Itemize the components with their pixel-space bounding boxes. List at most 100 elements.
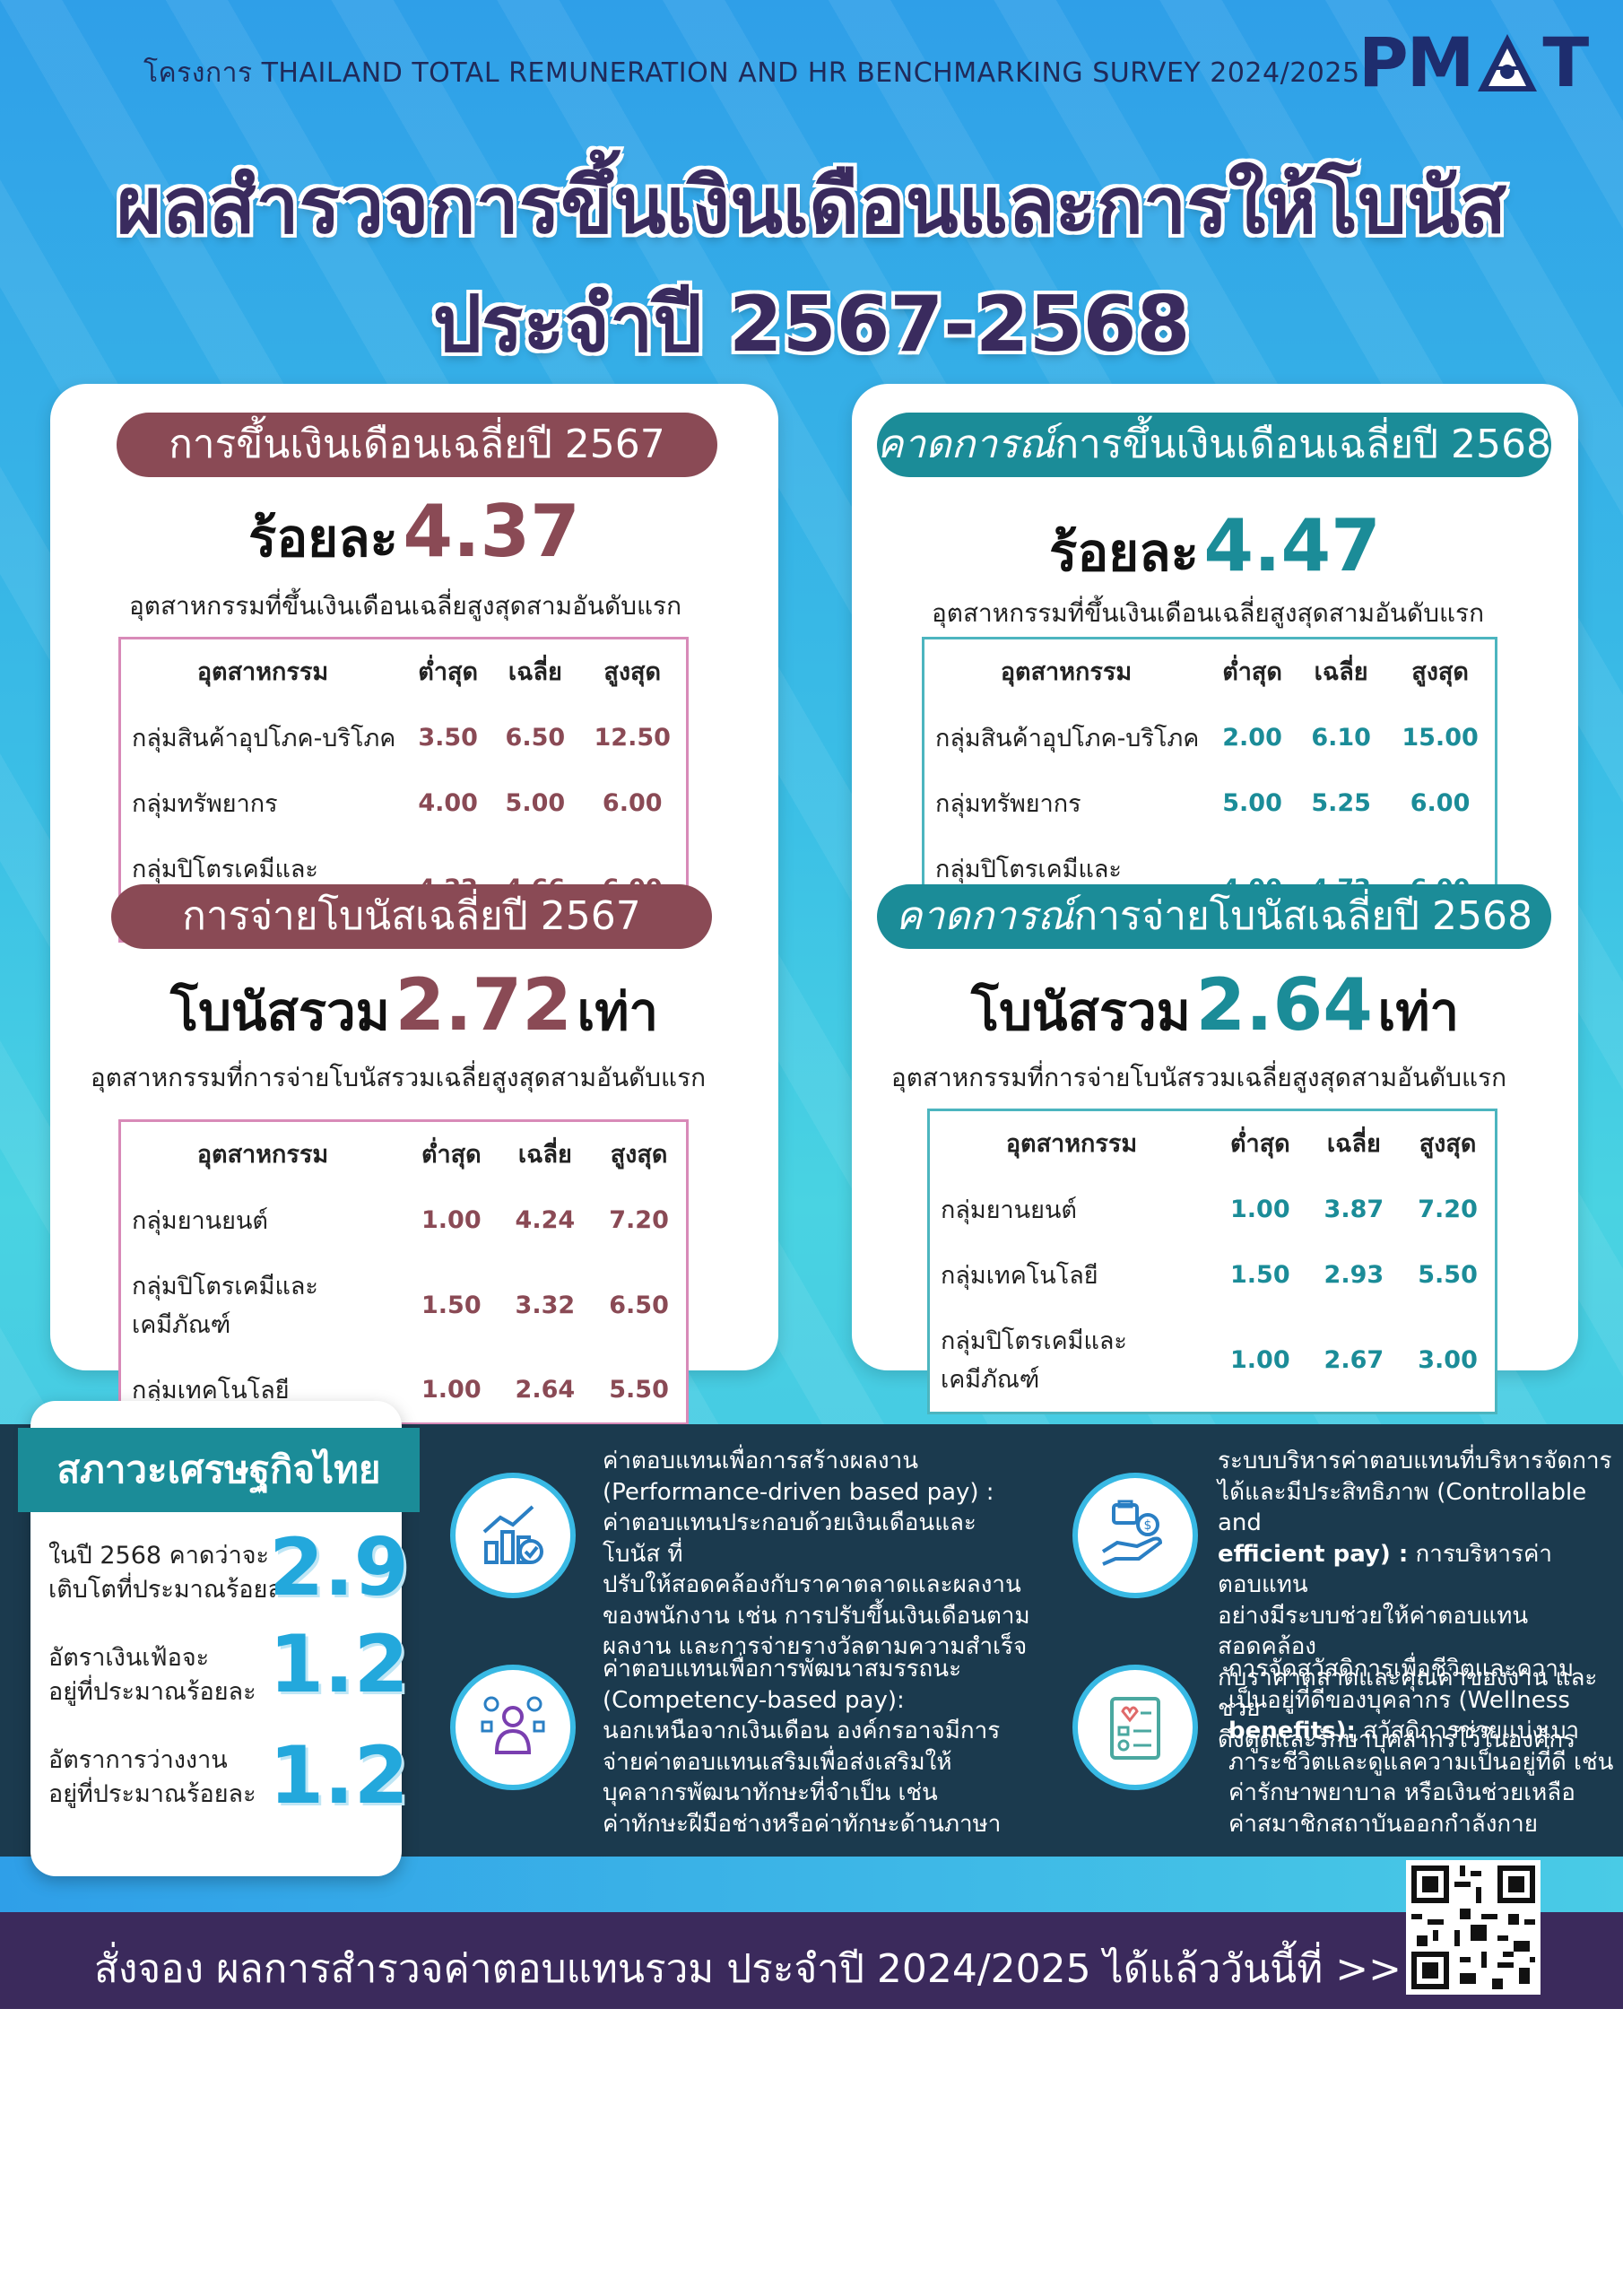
economy-label-line2: อยู่ที่ประมาณร้อยละ <box>48 1678 256 1706</box>
main-title-line2: ประจำปี 2567-2568 <box>432 280 1191 370</box>
avg-value: 4.24 <box>515 1206 576 1234</box>
feature-competency-text: ค่าตอบแทนเพื่อการพัฒนาสมรรถนะ (Competenc… <box>603 1654 1033 1839</box>
industry-name: กลุ่มยานยนต์ <box>941 1196 1077 1224</box>
bonus-2568-label-post: เท่า <box>1377 981 1460 1042</box>
industry-name: กลุ่มทรัพยากร <box>132 790 278 818</box>
min-value: 5.00 <box>1222 789 1282 817</box>
avg-value: 5.25 <box>1311 789 1371 817</box>
feature-controllable-text: ระบบบริหารค่าตอบแทนที่บริหารจัดการ ได้แล… <box>1218 1446 1612 1755</box>
performance-chart-icon <box>450 1473 576 1598</box>
hand-money-svg: $ <box>1101 1500 1163 1566</box>
feature-body-line: ปรับให้สอดคล้องกับราคาตลาดและผลงาน <box>603 1571 1021 1598</box>
feature-body-line: จ่ายค่าตอบแทนเสริมเพื่อส่งเสริมให้ <box>603 1748 952 1776</box>
min-value: 1.00 <box>1229 1345 1290 1374</box>
salary-2568-pill: คาดการณ์การขึ้นเงินเดือนเฉลี่ยปี 2568 <box>877 413 1551 477</box>
bonus-2567-table: อุตสาหกรรม ต่ำสุด เฉลี่ย สูงสุด กลุ่มยาน… <box>118 1119 689 1425</box>
max-value: 3.00 <box>1418 1345 1478 1374</box>
feature-title-en: (Competency-based pay): <box>603 1686 905 1714</box>
max-value: 6.50 <box>609 1291 669 1319</box>
bonus-2567-headline: โบนัสรวม 2.72 เท่า <box>50 963 778 1053</box>
feature-title-en-bold: efficient pay) : <box>1218 1540 1409 1568</box>
feature-title-en: เป็นอยู่ที่ดีของบุคลากร (Wellness <box>1228 1686 1570 1714</box>
salary-2568-label: ร้อยละ <box>1049 522 1199 583</box>
col-max: สูงสุด <box>610 1141 668 1169</box>
economy-title: สภาวะเศรษฐกิจไทย <box>18 1428 420 1512</box>
table-row: กลุ่มสินค้าอุปโภค-บริโภค 2.00 6.10 15.00 <box>924 705 1497 770</box>
table-row: กลุ่มปิโตรเคมีและเคมีภัณฑ์ 1.50 3.32 6.50 <box>120 1253 688 1357</box>
footer-order-text[interactable]: สั่งจอง ผลการสำรวจค่าตอบแทนรวม ประจำปี 2… <box>94 1946 1402 1992</box>
salary-2567-label: ร้อยละ <box>248 508 398 569</box>
avg-value: 2.64 <box>515 1376 576 1404</box>
salary-2568-headline: ร้อยละ 4.47 <box>852 504 1578 594</box>
max-value: 12.50 <box>594 724 671 752</box>
col-industry: อุตสาหกรรม <box>1000 658 1133 686</box>
economy-value-unemployment: 1.2 <box>269 1729 409 1822</box>
max-value: 6.00 <box>602 789 663 817</box>
col-avg: เฉลี่ย <box>517 1141 572 1169</box>
table-row: กลุ่มเทคโนโลยี 1.00 2.64 5.50 <box>120 1357 688 1424</box>
competency-person-icon <box>450 1665 576 1790</box>
table-header-row: อุตสาหกรรม ต่ำสุด เฉลี่ย สูงสุด <box>929 1110 1497 1178</box>
bonus-2568-pill-text: การจ่ายโบนัสเฉลี่ยปี 2568 <box>1073 893 1532 939</box>
feature-body-line: ค่าทักษะฝีมือช่างหรือค่าทักษะด้านภาษา <box>603 1810 1002 1838</box>
salary-2567-pill: การขึ้นเงินเดือนเฉลี่ยปี 2567 <box>117 413 717 477</box>
qr-code-icon[interactable] <box>1406 1860 1541 1995</box>
salary-2568-subtitle: อุตสาหกรรมที่ขึ้นเงินเดือนเฉลี่ยสูงสุดสา… <box>931 598 1485 628</box>
bonus-2568-value: 2.64 <box>1195 963 1373 1047</box>
table-header-row: อุตสาหกรรม ต่ำสุด เฉลี่ย สูงสุด <box>120 1121 688 1188</box>
svg-text:$: $ <box>1144 1518 1152 1533</box>
economy-item-unemployment: อัตราการว่างงาน อยู่ที่ประมาณร้อยละ <box>48 1744 256 1812</box>
bonus-2568-table: อุตสาหกรรม ต่ำสุด เฉลี่ย สูงสุด กลุ่มยาน… <box>927 1109 1497 1414</box>
bonus-2568-pill-italic: คาดการณ์ <box>896 893 1074 939</box>
min-value: 1.50 <box>421 1291 482 1319</box>
table-row: กลุ่มทรัพยากร 4.00 5.00 6.00 <box>120 770 688 836</box>
feature-title: ค่าตอบแทนเพื่อการพัฒนาสมรรถนะ <box>603 1656 962 1683</box>
logo-text-right: T <box>1542 22 1589 102</box>
min-value: 3.50 <box>418 724 478 752</box>
logo-text-left: PM <box>1358 22 1474 102</box>
feature-title-en: (Performance-driven based pay) : <box>603 1478 994 1506</box>
economy-label-line2: อยู่ที่ประมาณร้อยละ <box>48 1780 256 1808</box>
max-value: 5.50 <box>609 1376 669 1404</box>
industry-name: กลุ่มเทคโนโลยี <box>132 1377 290 1405</box>
table-row: กลุ่มทรัพยากร 5.00 5.25 6.00 <box>924 770 1497 836</box>
bonus-2568-subtitle: อุตสาหกรรมที่การจ่ายโบนัสรวมเฉลี่ยสูงสุด… <box>890 1063 1507 1092</box>
feature-body-line: ภาระชีวิตและดูแลความเป็นอยู่ที่ดี เช่น <box>1228 1748 1614 1776</box>
economy-label-line1: อัตราการว่างงาน <box>48 1746 228 1774</box>
wellness-checklist-svg <box>1110 1697 1160 1760</box>
col-avg: เฉลี่ย <box>1314 658 1368 686</box>
col-max: สูงสุด <box>1419 1130 1477 1158</box>
feature-title-en-2: efficient pay) : การบริหารค่าตอบแทน <box>1218 1539 1612 1601</box>
feature-wellness-text: การจัดสวัสดิการเพื่อชีวิตและความ เป็นอยู… <box>1228 1654 1614 1839</box>
feature-title: ค่าตอบแทนเพื่อการสร้างผลงาน <box>603 1448 918 1474</box>
min-value: 2.00 <box>1222 724 1282 752</box>
col-avg: เฉลี่ย <box>1326 1130 1381 1158</box>
avg-value: 2.93 <box>1324 1261 1384 1289</box>
industry-name: กลุ่มปิโตรเคมีและเคมีภัณฑ์ <box>132 1273 318 1339</box>
card-2568: คาดการณ์การขึ้นเงินเดือนเฉลี่ยปี 2568 ร้… <box>852 384 1578 1414</box>
avg-value: 2.67 <box>1324 1345 1384 1374</box>
table-row: กลุ่มเทคโนโลยี 1.50 2.93 5.50 <box>929 1242 1497 1308</box>
feature-title-en: ได้และมีประสิทธิภาพ (Controllable and <box>1218 1478 1587 1537</box>
bonus-2568-label-pre: โบนัสรวม <box>970 981 1191 1042</box>
feature-body-line: อย่างมีระบบช่วยให้ค่าตอบแทนสอดคล้อง <box>1218 1602 1529 1661</box>
industry-name: กลุ่มยานยนต์ <box>132 1207 268 1235</box>
feature-body-line: นอกเหนือจากเงินเดือน องค์กรอาจมีการ <box>603 1718 1001 1744</box>
max-value: 6.00 <box>1410 789 1471 817</box>
bonus-2567-value: 2.72 <box>395 963 572 1047</box>
feature-body-inline: สวัสดิการช่วยแบ่งเบา <box>1355 1718 1580 1744</box>
max-value: 15.00 <box>1402 724 1479 752</box>
min-value: 4.00 <box>418 789 478 817</box>
economy-value-growth: 2.9 <box>269 1521 409 1613</box>
feature-body-line: ของพนักงาน เช่น การปรับขึ้นเงินเดือนตาม <box>603 1602 1030 1630</box>
economy-value-inflation: 1.2 <box>269 1618 409 1710</box>
feature-body-line: ค่าสมาชิกสถาบันออกกำลังกาย <box>1228 1810 1538 1838</box>
hand-money-icon: $ <box>1072 1473 1198 1598</box>
table-row: กลุ่มยานยนต์ 1.00 3.87 7.20 <box>929 1177 1497 1242</box>
feature-body-line: บุคลากรพัฒนาทักษะที่จำเป็น เช่น <box>603 1779 938 1806</box>
col-max: สูงสุด <box>1411 658 1469 686</box>
avg-value: 3.87 <box>1324 1196 1384 1223</box>
avg-value: 5.00 <box>505 789 566 817</box>
bonus-2568-headline: โบนัสรวม 2.64 เท่า <box>852 963 1578 1053</box>
avg-value: 3.32 <box>515 1291 576 1319</box>
